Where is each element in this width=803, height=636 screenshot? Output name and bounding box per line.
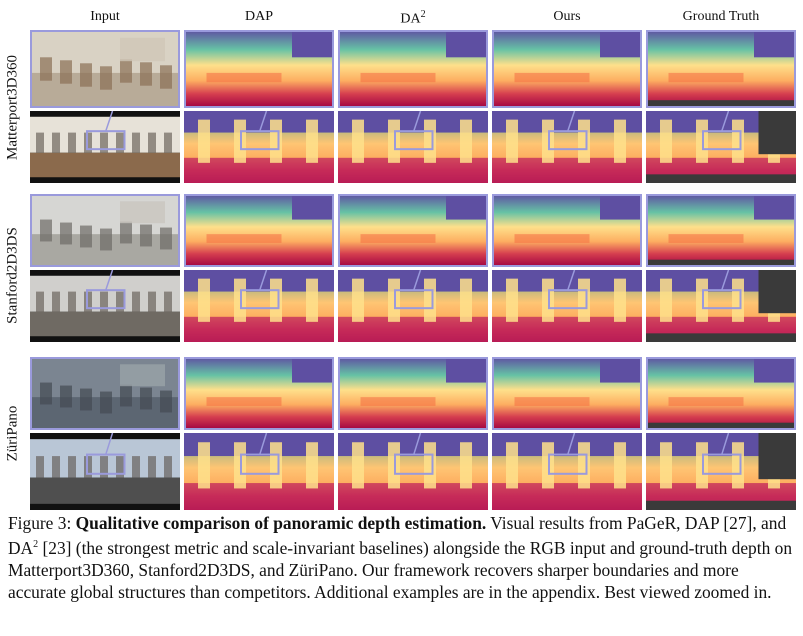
column-header-da2-sup: 2 bbox=[420, 9, 426, 20]
zuripano-ground-truth-panorama-image bbox=[646, 433, 796, 510]
zoom-region-box bbox=[240, 130, 280, 151]
zuripano-ours-panorama-image bbox=[492, 433, 642, 510]
stanford2d3ds-dap-zoom-image bbox=[184, 194, 334, 267]
row-label-stanford2d3ds: Stanford2D3DS bbox=[4, 227, 21, 324]
matterport3d360-ground-truth-zoom-image bbox=[646, 30, 796, 108]
zoom-region-box bbox=[86, 289, 126, 310]
matterport3d360-ours-panorama-image bbox=[492, 111, 642, 183]
zoom-region-box bbox=[86, 130, 126, 151]
matterport3d360-ours-zoom-image bbox=[492, 30, 642, 108]
stanford2d3ds-input-panorama-image bbox=[30, 270, 180, 342]
caption-text-2: [23] (the strongest metric and scale-inv… bbox=[8, 537, 793, 602]
caption-text-1: Visual results from PaGeR, DAP [27], and… bbox=[8, 513, 787, 558]
zuripano-ground-truth-zoom-image bbox=[646, 357, 796, 430]
matterport3d360-da2-panorama-image bbox=[338, 111, 488, 183]
matterport3d360-ground-truth-panorama-image bbox=[646, 111, 796, 183]
matterport3d360-dap-zoom-image bbox=[184, 30, 334, 108]
zoom-region-box bbox=[394, 130, 434, 151]
figure-caption: Figure 3: Qualitative comparison of pano… bbox=[8, 512, 798, 603]
matterport3d360-input-zoom-image bbox=[30, 30, 180, 108]
stanford2d3ds-ground-truth-zoom-image bbox=[646, 194, 796, 267]
stanford2d3ds-da2-zoom-image bbox=[338, 194, 488, 267]
stanford2d3ds-dap-panorama-image bbox=[184, 270, 334, 342]
caption-title: Qualitative comparison of panoramic dept… bbox=[75, 513, 487, 533]
zoom-region-box bbox=[702, 289, 742, 310]
row-label-matterport3d360: Matterport3D360 bbox=[4, 55, 21, 160]
zoom-region-box bbox=[548, 130, 588, 151]
column-header-da2-base: DA bbox=[400, 11, 421, 27]
stanford2d3ds-ours-panorama-image bbox=[492, 270, 642, 342]
column-header-ours: Ours bbox=[553, 9, 581, 24]
column-header-da2: DA2 bbox=[338, 9, 488, 28]
zuripano-da2-panorama-image bbox=[338, 433, 488, 510]
zoom-region-box bbox=[394, 289, 434, 310]
zuripano-input-zoom-image bbox=[30, 357, 180, 430]
stanford2d3ds-ours-zoom-image bbox=[492, 194, 642, 267]
zuripano-dap-panorama-image bbox=[184, 433, 334, 510]
zuripano-da2-zoom-image bbox=[338, 357, 488, 430]
zuripano-dap-zoom-image bbox=[184, 357, 334, 430]
zuripano-ours-zoom-image bbox=[492, 357, 642, 430]
matterport3d360-input-panorama-image bbox=[30, 111, 180, 183]
caption-sup: 2 bbox=[33, 539, 39, 550]
zoom-region-box bbox=[240, 289, 280, 310]
zuripano-input-panorama-image bbox=[30, 433, 180, 510]
caption-label: Figure 3: bbox=[8, 513, 72, 533]
stanford2d3ds-da2-panorama-image bbox=[338, 270, 488, 342]
column-header-input: Input bbox=[90, 9, 120, 24]
zoom-region-box bbox=[702, 130, 742, 151]
row-label-zuripano: ZüriPano bbox=[4, 405, 21, 462]
stanford2d3ds-input-zoom-image bbox=[30, 194, 180, 267]
matterport3d360-da2-zoom-image bbox=[338, 30, 488, 108]
zoom-region-box bbox=[548, 289, 588, 310]
stanford2d3ds-ground-truth-panorama-image bbox=[646, 270, 796, 342]
column-header-dap: DAP bbox=[244, 9, 273, 24]
column-header-ground-truth: Ground Truth bbox=[682, 9, 760, 24]
matterport3d360-dap-panorama-image bbox=[184, 111, 334, 183]
